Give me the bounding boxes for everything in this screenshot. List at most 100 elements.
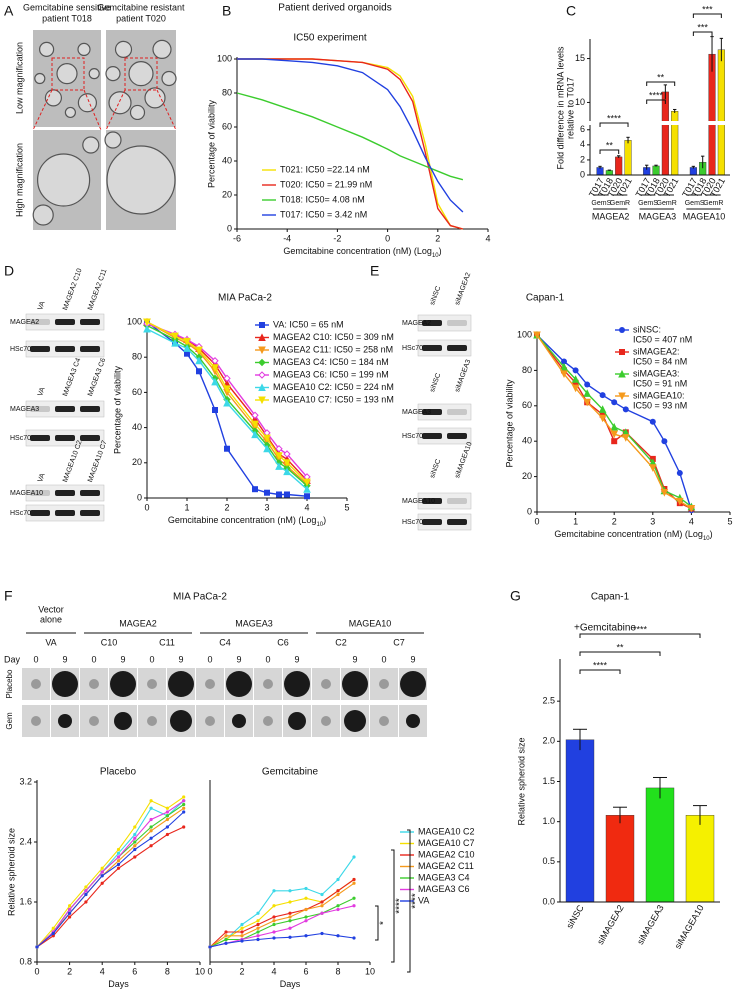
day-value: 9 <box>236 654 241 664</box>
point <box>283 467 291 476</box>
significance-bracket <box>646 99 666 104</box>
point <box>304 886 308 891</box>
lane-label: siNSC <box>429 372 442 393</box>
point <box>171 339 179 347</box>
point <box>182 810 186 814</box>
day-value: 0 <box>33 654 38 664</box>
axis-break <box>587 121 593 125</box>
x-axis-label: Days <box>108 979 129 989</box>
point <box>272 889 276 893</box>
y-tick-label: 0 <box>580 169 585 179</box>
point <box>240 922 244 927</box>
significance-label: *** <box>702 4 713 14</box>
panel-letter: B <box>222 3 231 19</box>
chart-title: MIA PaCa-2 <box>218 293 272 304</box>
point <box>183 344 191 352</box>
y-tick-label: 40 <box>222 155 232 165</box>
x-tick-label: 4 <box>271 966 276 976</box>
spheroid <box>114 712 132 730</box>
y-tick-label: 20 <box>132 457 142 467</box>
point <box>264 489 270 496</box>
blot-band <box>422 433 442 439</box>
spheroid <box>400 671 426 697</box>
legend-label: IC50 = 93 nM <box>633 400 687 410</box>
point <box>133 832 137 837</box>
legend-marker <box>258 396 266 405</box>
y-tick-label: 15 <box>575 53 585 63</box>
point <box>272 915 276 919</box>
point <box>336 907 340 912</box>
y-tick-label: 80 <box>132 352 142 362</box>
image-header: Gemcitabine resistant <box>97 2 185 12</box>
x-axis-label-part: Gemcitabine concentration (nM) (Log <box>554 529 703 539</box>
legend-marker <box>258 358 266 367</box>
row-label: High magnification <box>14 143 24 217</box>
significance-bracket <box>599 149 620 154</box>
point <box>223 385 231 393</box>
point <box>598 405 607 413</box>
y-tick-label: 2.4 <box>19 836 32 846</box>
y-tick-label: 0.0 <box>542 896 555 906</box>
day-value: 9 <box>178 654 183 664</box>
point <box>611 438 618 445</box>
organoid <box>161 70 177 87</box>
point <box>195 356 203 365</box>
point <box>100 881 104 885</box>
point <box>196 368 202 375</box>
day-value: 9 <box>352 654 357 664</box>
spheroid <box>110 671 136 697</box>
blot-band <box>447 409 467 415</box>
lane-label: VA <box>37 386 47 397</box>
point <box>149 825 153 829</box>
spheroid <box>288 712 306 730</box>
legend-label: VA <box>418 895 429 905</box>
y-axis-label: Relative spheroid size <box>516 737 526 825</box>
x-axis-label: Days <box>280 979 301 989</box>
point <box>51 926 55 930</box>
point <box>149 844 153 848</box>
error-bar <box>598 165 602 169</box>
y-tick-label: 80 <box>522 365 532 375</box>
point <box>583 398 591 407</box>
x-tick-label: -4 <box>283 233 291 243</box>
chart-title: Placebo <box>100 767 137 778</box>
spheroid <box>58 714 72 728</box>
significance-bracket <box>375 905 379 941</box>
blot-band <box>447 519 467 525</box>
legend-marker <box>619 327 625 333</box>
blot-band <box>447 433 467 439</box>
point <box>288 889 292 893</box>
spheroid <box>321 679 331 689</box>
x-tick-label: 4 <box>689 516 694 526</box>
x-tick-label: siMAGEA10 <box>673 903 706 950</box>
axis-break <box>584 121 732 125</box>
x-axis-label-part: ) <box>439 246 442 256</box>
spheroid <box>31 716 41 726</box>
x-tick-label: 2 <box>435 233 440 243</box>
point <box>100 870 104 874</box>
blot-strip <box>417 492 472 510</box>
blot-band <box>80 346 100 352</box>
organoid <box>77 42 91 57</box>
lane-label: VA <box>37 472 47 483</box>
point <box>598 414 607 423</box>
point <box>272 904 276 908</box>
spheroid <box>379 716 389 726</box>
blot-band <box>422 519 442 525</box>
organoid <box>64 106 77 119</box>
point <box>182 825 186 829</box>
y-tick-label: 100 <box>517 329 532 339</box>
spheroid <box>263 679 273 689</box>
point <box>263 434 271 443</box>
point <box>100 874 104 878</box>
x-tick-label: -2 <box>333 233 341 243</box>
blot-band <box>422 345 442 351</box>
spheroid <box>284 671 310 697</box>
error-bar <box>701 155 705 169</box>
point <box>182 799 186 803</box>
error-bar <box>663 84 668 99</box>
y-tick-label: 20 <box>522 471 532 481</box>
x-tick-label: 2 <box>239 966 244 976</box>
x-tick-label: 3 <box>264 502 269 512</box>
legend-label: siMAGEA10: <box>633 390 685 400</box>
